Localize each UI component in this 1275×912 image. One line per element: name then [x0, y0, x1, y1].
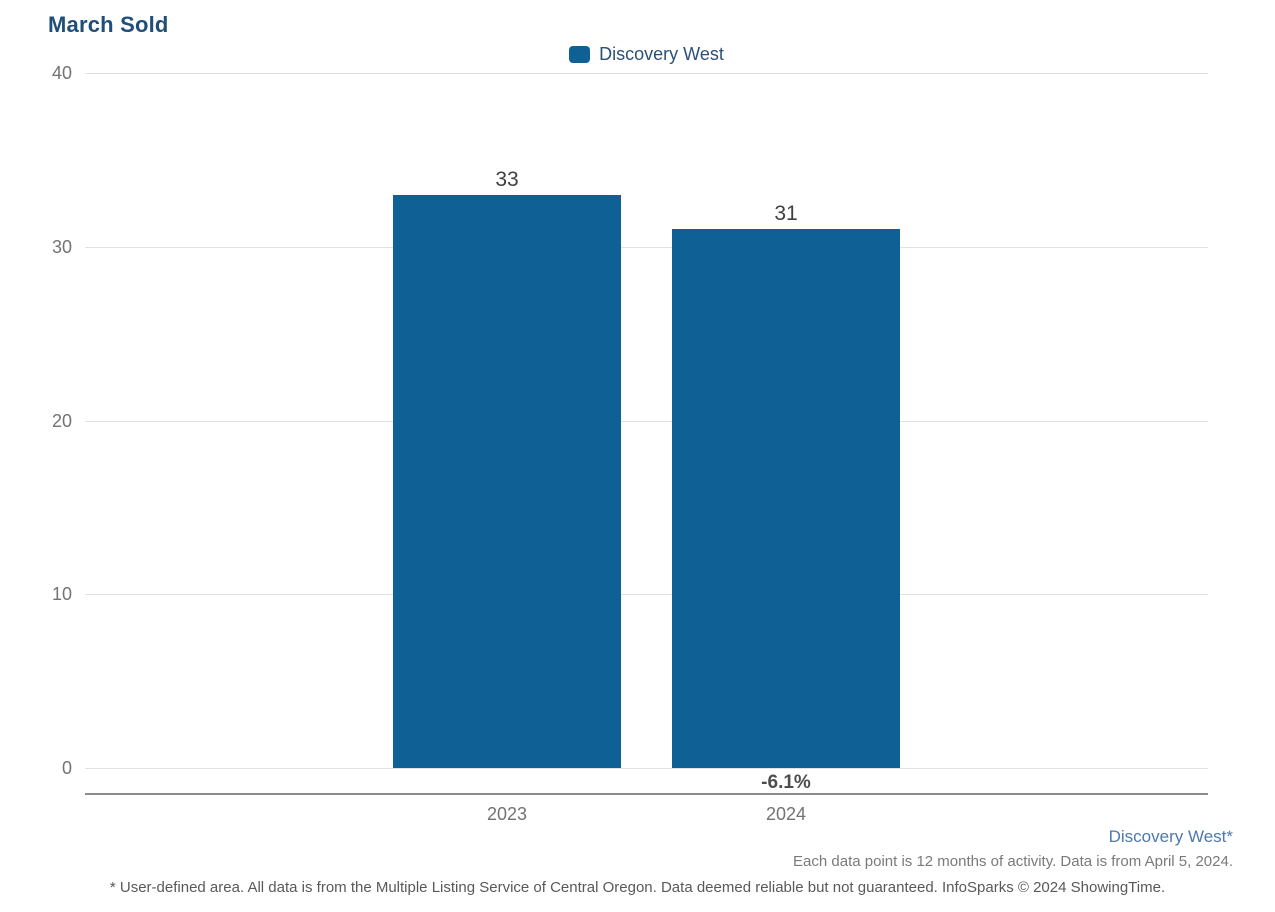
pct-change-2024: -6.1% [761, 772, 811, 793]
bar-value-2024: 31 [774, 202, 798, 226]
legend-swatch-discovery-west [569, 45, 591, 63]
legend-label-discovery-west[interactable]: Discovery West [599, 43, 724, 64]
gridline-30 [85, 246, 1208, 248]
pct-change-row: -6.1% [85, 772, 1208, 794]
footer-series-label: Discovery West* [1108, 827, 1233, 846]
gridline-10 [85, 594, 1208, 596]
x-axis-labels: 2023 2024 [85, 804, 1208, 825]
bar-2024[interactable] [672, 229, 900, 768]
y-tick-label-40: 40 [51, 63, 72, 83]
y-tick-label-20: 20 [51, 410, 72, 431]
y-tick-label-0: 0 [61, 758, 72, 778]
x-axis-label-2023: 2023 [486, 804, 528, 824]
footer-disclaimer: * User-defined area. All data is from th… [109, 879, 1166, 896]
chart-title: March Sold [48, 12, 169, 37]
legend: Discovery West [85, 44, 1208, 64]
bar-2023[interactable] [393, 194, 621, 768]
y-tick-label-10: 10 [51, 584, 72, 605]
plot-area: 40 30 20 10 0 33 31 [52, 64, 1208, 777]
footer-data-note: Each data point is 12 months of activity… [793, 853, 1233, 870]
gridline-40 [85, 73, 1208, 74]
gridline-0 [85, 768, 1208, 769]
x-axis-label-2024: 2024 [765, 804, 807, 824]
y-tick-label-30: 30 [51, 236, 72, 257]
x-axis-line [85, 793, 1208, 795]
bar-value-2023: 33 [495, 167, 519, 191]
gridline-20 [85, 420, 1208, 422]
